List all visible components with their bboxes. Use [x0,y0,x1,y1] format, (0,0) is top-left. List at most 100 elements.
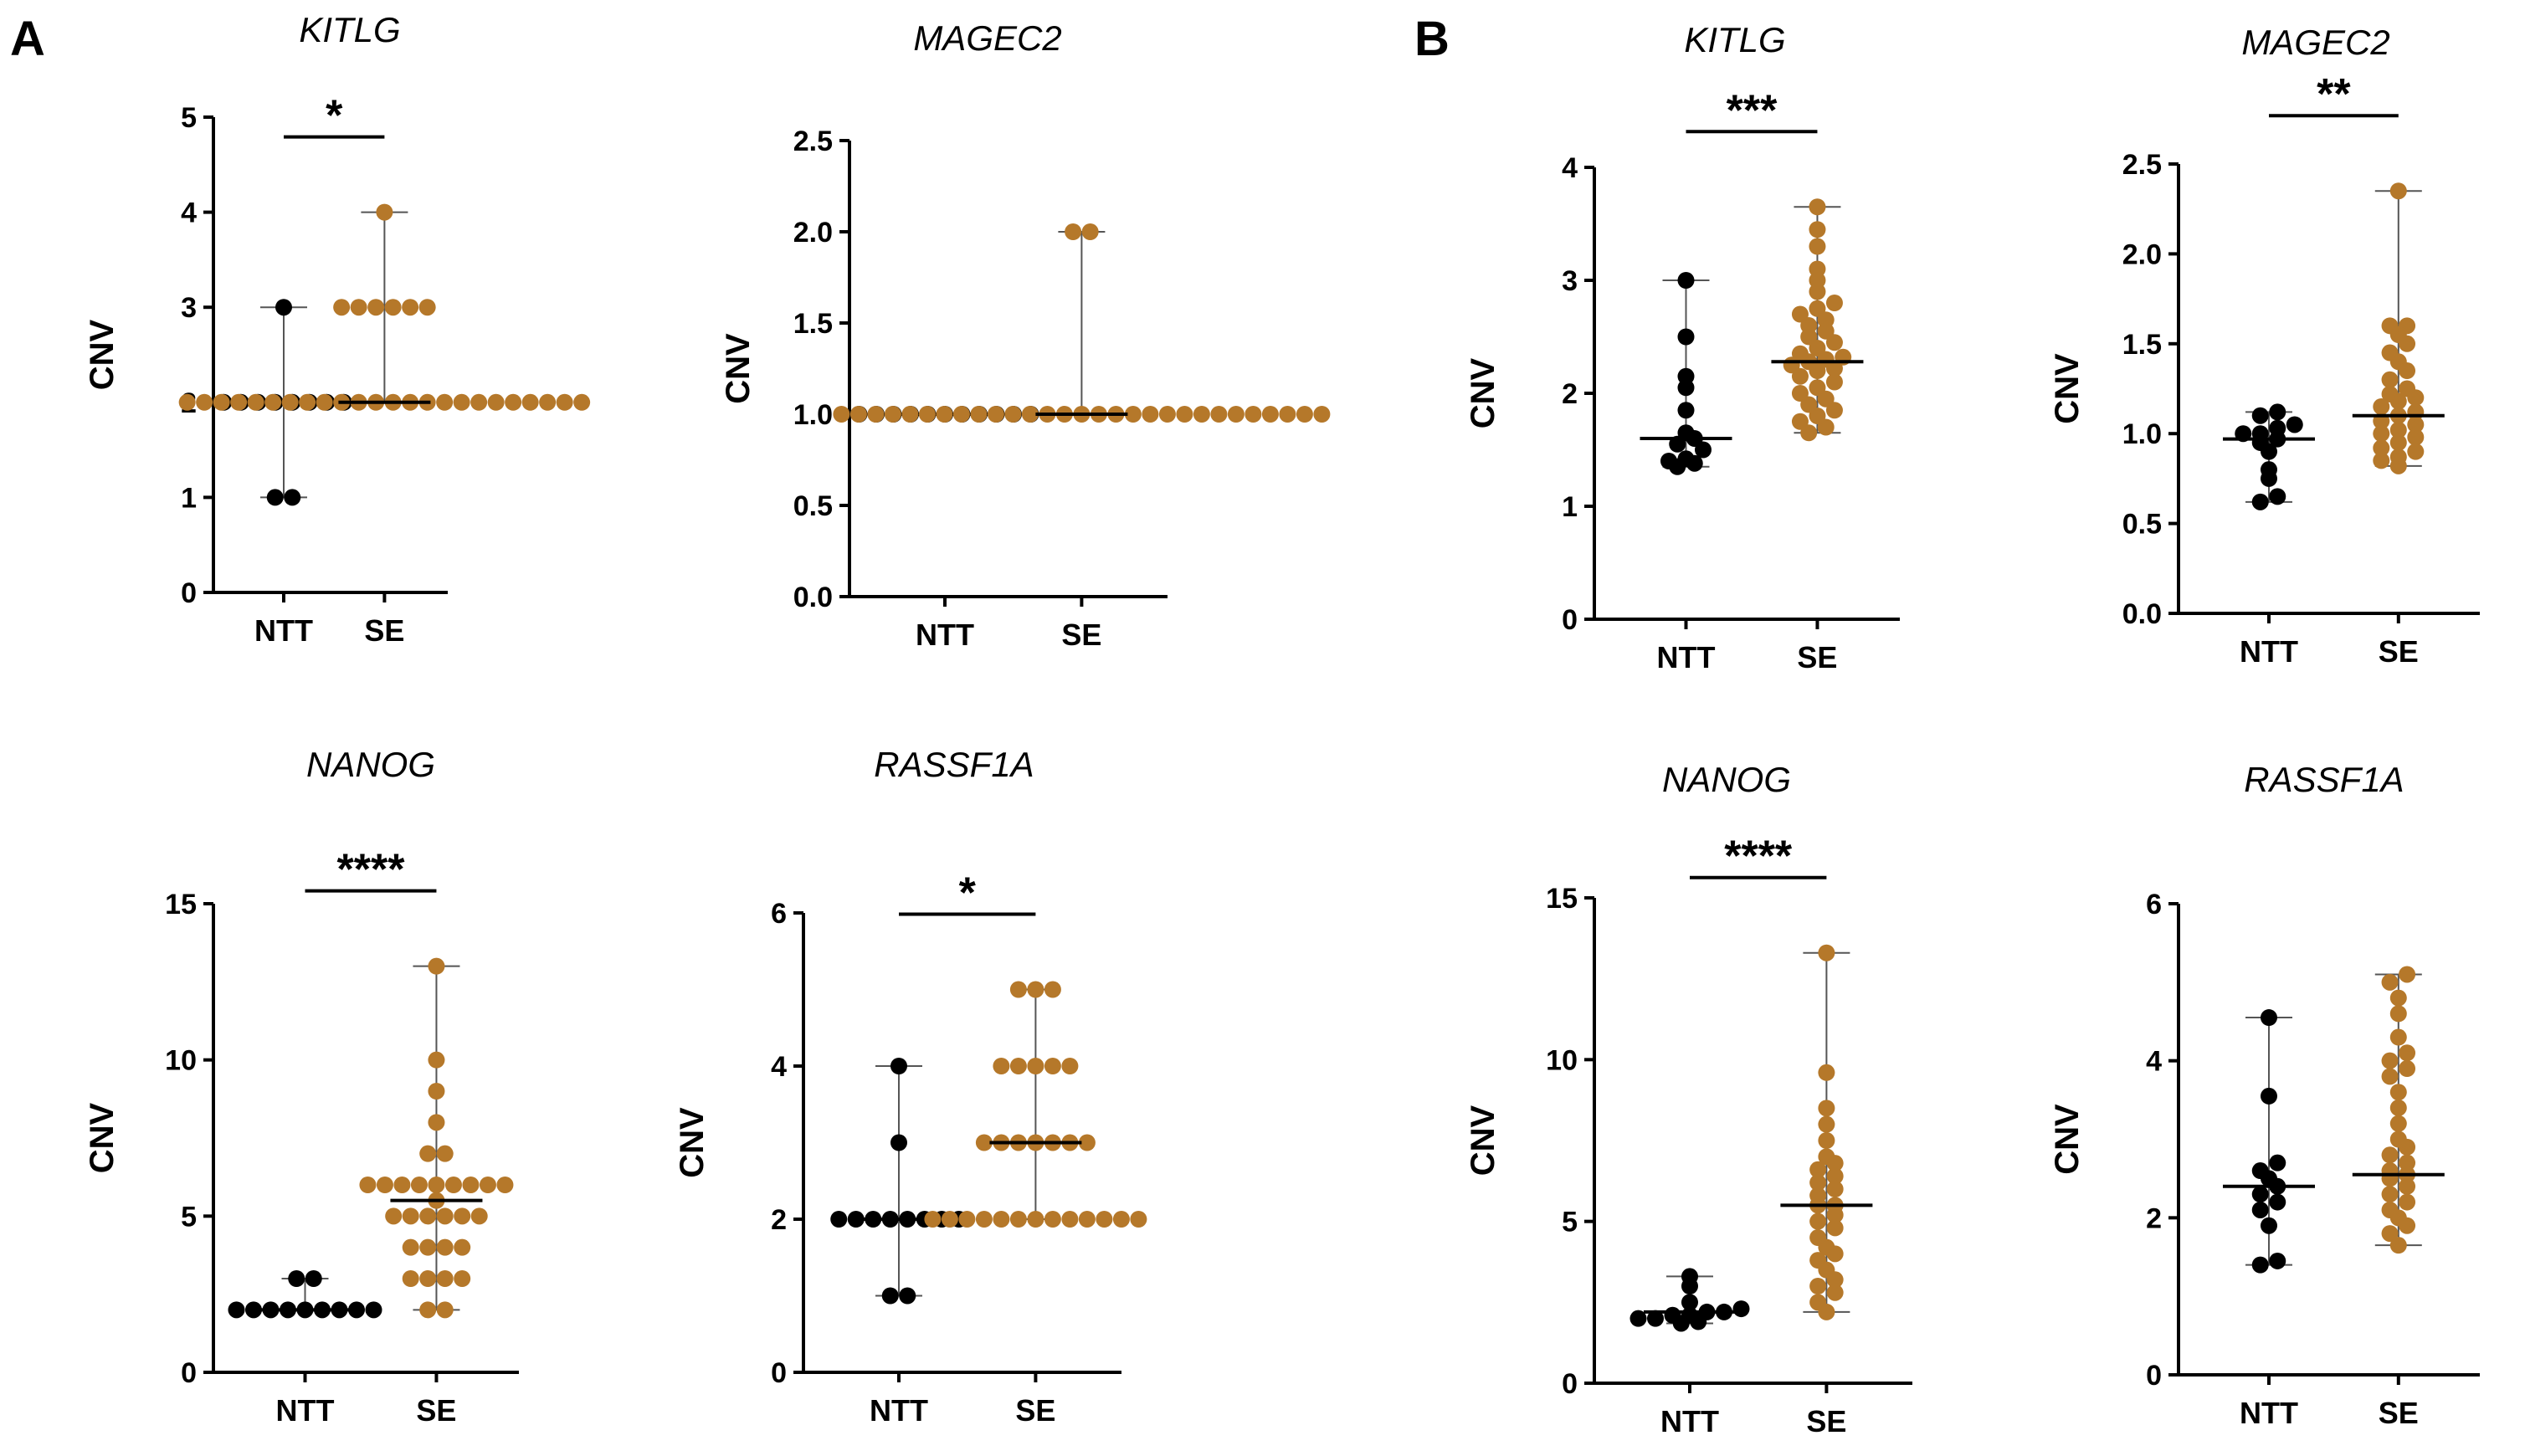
data-point [436,1207,454,1225]
data-point [2286,416,2303,433]
data-point [881,1287,899,1305]
data-point [333,299,351,316]
y-tick-label: 2 [1562,378,1578,410]
data-point [2269,1252,2286,1269]
data-point [350,299,367,316]
data-point [1061,1211,1079,1228]
x-category-label: SE [1806,1404,1846,1438]
x-category-label: NTT [2240,1396,2298,1430]
data-point [2389,1115,2407,1132]
data-point [1142,406,1159,423]
data-point [376,203,393,221]
data-point [444,1177,462,1193]
data-point [1818,1064,1835,1081]
data-point [462,1177,480,1193]
data-point [1279,406,1296,423]
data-point [2261,1087,2277,1105]
y-tick-label: 4 [2146,1046,2162,1078]
chart-b-kitlg: KITLG 0 1 2 3 4 NTT SE CNV *** [1465,20,1900,674]
data-point [1818,1115,1835,1133]
y-tick-label: 2 [2146,1202,2162,1234]
data-point [1809,1212,1827,1230]
data-point [1210,406,1228,423]
y-tick-label: 15 [165,889,197,920]
data-point [393,1177,411,1193]
data-point [1825,402,1843,419]
data-point [1158,406,1176,423]
data-point [2261,1009,2277,1027]
significance-label: **** [336,846,405,895]
data-point [213,393,230,411]
data-point [419,1270,437,1287]
panel-letter-a: A [10,12,45,66]
significance-label: * [959,869,977,918]
data-point [2407,416,2425,433]
data-point [2251,1256,2269,1274]
data-point [1647,1310,1664,1327]
y-tick-label: 5 [181,1201,197,1233]
data-point [1800,424,1818,442]
y-axis-label: CNV [84,319,121,390]
data-point [1124,406,1142,423]
x-category-label: NTT [254,613,313,648]
data-point [1044,981,1061,998]
data-point [2389,182,2407,200]
data-point [521,393,539,411]
data-point [2381,973,2399,991]
data-point [419,1207,437,1225]
data-point [275,299,292,316]
data-point [2407,389,2425,407]
data-point [2251,493,2269,510]
chart-title: RASSF1A [2244,760,2404,799]
data-point [2269,1193,2286,1211]
chart-title: MAGEC2 [2241,23,2389,62]
data-point [975,1211,993,1228]
data-point [1227,406,1245,423]
data-point [1809,283,1826,300]
data-point [2261,1217,2277,1234]
data-point [348,1301,365,1319]
y-tick-label: 2.0 [2122,238,2162,270]
data-point [2381,1170,2399,1187]
data-point [987,406,1004,423]
data-point [2269,403,2286,421]
data-point [281,393,299,411]
data-point [1732,1300,1750,1318]
data-point [376,1177,393,1193]
chart-title: KITLG [299,10,400,49]
data-point [1027,981,1044,998]
data-point [247,393,264,411]
data-point [2399,1154,2416,1171]
y-tick-label: 3 [181,292,197,324]
x-category-label: SE [416,1393,456,1428]
y-axis-label: CNV [2049,1104,2086,1175]
data-point [1809,362,1826,379]
data-point [316,393,333,411]
data-point [1296,406,1313,423]
data-point [1809,1161,1827,1178]
y-tick-label: 0.5 [793,490,833,522]
data-point [1695,441,1712,459]
data-point [436,393,454,411]
chart-title: NANOG [306,745,435,784]
data-point [178,393,196,411]
x-category-label: SE [2379,1396,2419,1430]
data-point [1261,406,1279,423]
data-point [1629,1310,1647,1327]
y-tick-label: 0 [2146,1360,2162,1392]
data-point [1809,1278,1827,1295]
data-point [454,1238,471,1256]
data-point [2389,1005,2407,1023]
y-tick-label: 0 [771,1357,787,1389]
data-point [384,299,402,316]
x-category-label: SE [364,613,404,648]
data-point [1672,1315,1690,1332]
data-point [2407,428,2425,446]
data-point [2381,1186,2399,1203]
data-point [1078,1211,1096,1228]
data-point [1009,1211,1027,1228]
data-point [419,1145,437,1162]
data-point [2373,397,2390,415]
data-point [1044,1211,1061,1228]
data-point [830,1211,848,1228]
